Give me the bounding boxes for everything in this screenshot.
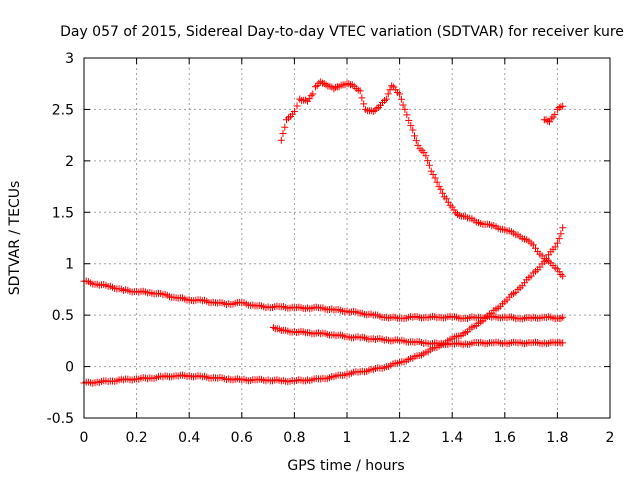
data-point-satellite-d bbox=[307, 92, 315, 100]
data-point-satellite-d bbox=[396, 90, 404, 98]
x-tick-label: 0.2 bbox=[125, 430, 147, 446]
chart-title: Day 057 of 2015, Sidereal Day-to-day VTE… bbox=[60, 24, 624, 40]
data-point-satellite-d bbox=[305, 95, 313, 103]
data-point-satellite-b bbox=[559, 224, 567, 232]
x-tick-label: 0.6 bbox=[231, 430, 253, 446]
data-point-satellite-d bbox=[345, 80, 353, 88]
data-point-satellite-a bbox=[559, 313, 567, 321]
x-tick-label: 1.4 bbox=[441, 430, 463, 446]
x-tick-label: 0.8 bbox=[283, 430, 305, 446]
data-point-satellite-d bbox=[277, 136, 285, 144]
data-point-satellite-d bbox=[401, 105, 409, 113]
y-tick-label: 2.5 bbox=[52, 102, 74, 118]
data-point-satellite-d bbox=[369, 108, 377, 115]
x-tick-label: 1.8 bbox=[546, 430, 568, 446]
data-point-satellite-d bbox=[439, 189, 447, 197]
y-tick-label: -0.5 bbox=[47, 411, 74, 427]
data-point-satellite-d bbox=[411, 132, 418, 140]
x-tick-label: 0 bbox=[80, 430, 89, 446]
data-point-satellite-d bbox=[452, 209, 460, 217]
data-point-satellite-d bbox=[431, 174, 439, 182]
x-tick-label: 2 bbox=[606, 430, 615, 446]
data-point-satellite-b bbox=[553, 239, 561, 247]
x-tick-label: 1 bbox=[343, 430, 352, 446]
y-tick-label: 2 bbox=[65, 154, 74, 170]
y-tick-label: 1.5 bbox=[52, 205, 74, 221]
data-point-satellite-d bbox=[382, 95, 390, 103]
data-point-satellite-e bbox=[559, 102, 567, 110]
y-tick-label: 0.5 bbox=[52, 308, 74, 324]
data-point-satellite-d bbox=[397, 95, 405, 103]
x-tick-label: 1.6 bbox=[494, 430, 516, 446]
axis-ticks: 0 0.2 0.4 0.6 0.8 1 1.2 1.4 1.6 1.8 2 -0.5 0 0.5 1 1.5 2… bbox=[47, 51, 615, 446]
data-point-satellite-d bbox=[559, 272, 567, 280]
x-axis-label: GPS time / hours bbox=[287, 458, 404, 474]
data-point-satellite-a bbox=[557, 314, 565, 322]
data-point-satellite-c bbox=[559, 339, 567, 347]
grid-lines bbox=[84, 58, 610, 418]
data-point-satellite-d bbox=[437, 185, 445, 193]
data-point-satellite-d bbox=[309, 90, 317, 98]
y-axis-label: SDTVAR / TECUs bbox=[7, 181, 23, 296]
y-tick-label: 3 bbox=[65, 51, 74, 67]
y-tick-label: 0 bbox=[65, 360, 74, 376]
data-point-satellite-e bbox=[547, 115, 555, 123]
data-point-satellite-d bbox=[279, 130, 287, 137]
data-point-satellite-d bbox=[407, 121, 415, 129]
data-point-satellite-d bbox=[425, 161, 433, 169]
data-point-satellite-d bbox=[403, 111, 411, 119]
data-point-satellite-d bbox=[311, 83, 319, 91]
data-point-satellite-d bbox=[424, 157, 432, 165]
data-points bbox=[80, 78, 567, 387]
data-point-satellite-e bbox=[551, 111, 559, 119]
data-point-satellite-d bbox=[412, 137, 420, 145]
data-point-satellite-d bbox=[356, 87, 364, 95]
data-point-satellite-c bbox=[555, 338, 563, 346]
data-point-satellite-e bbox=[546, 118, 553, 126]
data-point-satellite-d bbox=[448, 203, 456, 211]
data-point-satellite-d bbox=[290, 108, 298, 115]
data-point-satellite-b bbox=[557, 230, 565, 238]
data-point-satellite-d bbox=[358, 94, 366, 102]
data-point-satellite-d bbox=[399, 101, 407, 109]
data-point-satellite-d bbox=[317, 78, 325, 86]
y-tick-label: 1 bbox=[65, 257, 74, 273]
data-point-satellite-d bbox=[433, 178, 441, 186]
data-point-satellite-d bbox=[553, 265, 561, 273]
data-point-satellite-e bbox=[555, 104, 563, 112]
data-point-satellite-d bbox=[332, 83, 340, 91]
x-tick-label: 0.4 bbox=[178, 430, 200, 446]
data-point-satellite-d bbox=[422, 152, 430, 160]
data-point-satellite-d bbox=[557, 271, 565, 278]
data-point-satellite-d bbox=[281, 123, 289, 131]
data-point-satellite-d bbox=[293, 102, 301, 110]
data-point-satellite-d bbox=[384, 90, 392, 98]
data-point-satellite-d bbox=[405, 117, 413, 124]
data-point-satellite-d bbox=[373, 104, 381, 112]
data-point-satellite-b bbox=[551, 243, 559, 251]
data-point-satellite-d bbox=[360, 100, 368, 108]
data-point-satellite-d bbox=[409, 126, 417, 134]
x-tick-label: 1.2 bbox=[388, 430, 410, 446]
data-point-satellite-d bbox=[320, 80, 328, 87]
data-point-satellite-b bbox=[555, 235, 563, 243]
plot-frame bbox=[83, 57, 611, 419]
